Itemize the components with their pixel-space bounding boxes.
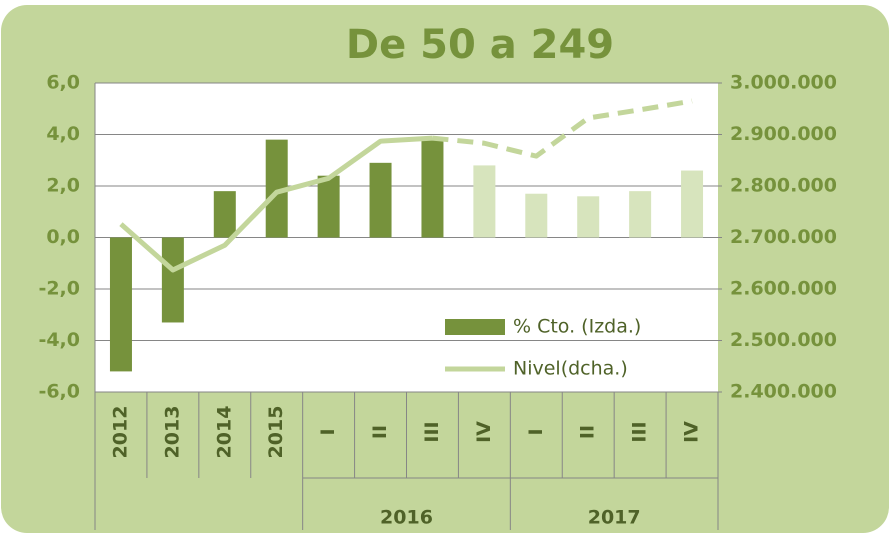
y2-tick-label: 2.500.000 (730, 329, 837, 351)
line (432, 98, 693, 159)
x-tick-label: 2012 (109, 406, 131, 459)
y-tick-label: -2,0 (38, 278, 80, 300)
bar (317, 175, 340, 238)
bar (577, 196, 600, 238)
chart-title: De 50 a 249 (346, 22, 614, 68)
legend-label: Nivel(dcha.) (513, 358, 628, 380)
y-tick-label: 6,0 (46, 72, 80, 94)
bar (681, 170, 704, 238)
group-label: 2016 (380, 507, 433, 529)
y-tick-label: -4,0 (38, 329, 80, 351)
bar (421, 139, 444, 238)
legend-label: % Cto. (Izda.) (513, 316, 641, 338)
y-tick-label: 0,0 (46, 226, 80, 248)
x-tick-label: III (421, 421, 443, 442)
x-tick-label: II (577, 425, 599, 439)
x-tick-label: IV (681, 421, 703, 443)
y2-tick-label: 2.600.000 (730, 278, 837, 300)
y2-tick-label: 2.800.000 (730, 175, 837, 197)
line (119, 135, 433, 273)
y2-tick-label: 2.400.000 (730, 381, 837, 403)
bar (213, 191, 236, 238)
y2-tick-label: 3.000.000 (730, 72, 837, 94)
bar (525, 193, 548, 238)
y2-tick-label: 2.900.000 (730, 123, 837, 145)
x-tick-label: I (317, 428, 339, 435)
y-tick-label: -6,0 (38, 381, 80, 403)
group-label: 2017 (588, 507, 641, 529)
x-tick-label: 2014 (213, 406, 235, 459)
x-tick-label: II (369, 425, 391, 439)
bar (473, 165, 496, 238)
y2-tick-label: 2.700.000 (730, 226, 837, 248)
bar (369, 162, 392, 238)
bar (161, 237, 184, 323)
x-tick-label: 2015 (265, 406, 287, 459)
y-tick-label: 4,0 (46, 123, 80, 145)
legend-swatch (445, 319, 505, 335)
x-tick-label: 2013 (161, 406, 183, 459)
x-tick-label: I (525, 428, 547, 435)
x-tick-label: III (629, 421, 651, 442)
bar (265, 139, 288, 238)
bar (109, 237, 132, 372)
x-tick-label: IV (473, 421, 495, 443)
y-tick-label: 2,0 (46, 175, 80, 197)
bar (629, 191, 652, 238)
